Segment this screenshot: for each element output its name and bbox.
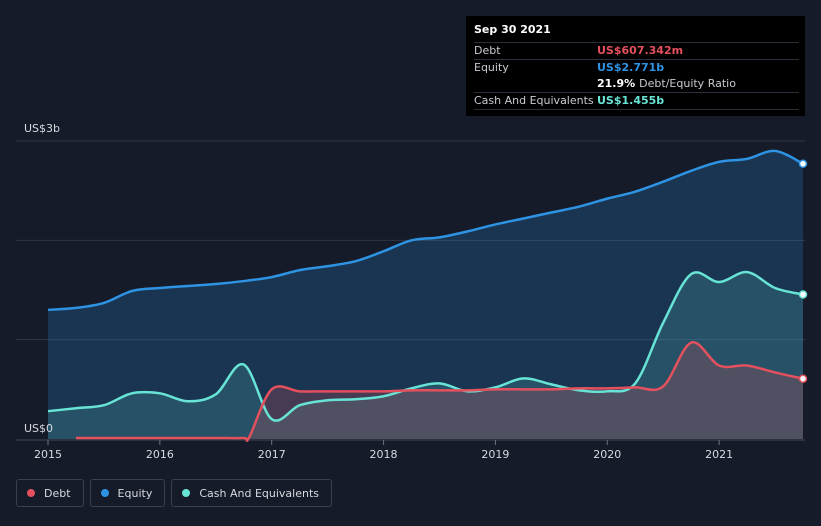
tooltip-cash-value: US$1.455b <box>597 94 665 107</box>
legend-dot-equity <box>100 489 109 497</box>
x-tick-label-2017: 2017 <box>258 448 286 461</box>
legend-label-debt: Debt <box>44 486 71 500</box>
series-areas <box>48 150 804 441</box>
x-axis: 2015 2016 2017 2018 2019 2020 2021 <box>34 440 733 461</box>
debt-line <box>75 341 804 443</box>
tooltip-row-ratio: 21.9% Debt/Equity Ratio <box>474 76 799 93</box>
legend-dot-cash <box>182 489 191 497</box>
tooltip-date: Sep 30 2021 <box>474 23 799 43</box>
grid-lines <box>16 140 805 441</box>
equity-line <box>47 149 804 312</box>
equity-end-marker <box>798 159 808 168</box>
series-end-markers <box>798 159 808 383</box>
legend: Debt Equity Cash And Equivalents <box>16 479 332 507</box>
cash-and-equivalents-area <box>48 272 803 439</box>
x-tick-label-2016: 2016 <box>146 448 174 461</box>
x-tick-label-2020: 2020 <box>593 448 621 461</box>
tooltip-ratio-label: Debt/Equity Ratio <box>639 77 736 90</box>
tooltip-row-debt: Debt US$607.342m <box>474 43 799 60</box>
legend-item-equity[interactable]: Equity <box>89 479 166 507</box>
debt-end-marker <box>798 374 808 383</box>
legend-label-cash: Cash And Equivalents <box>199 486 319 500</box>
tooltip-debt-label: Debt <box>474 44 501 57</box>
tooltip-debt-value: US$607.342m <box>597 44 684 57</box>
legend-dot-debt <box>27 489 35 497</box>
tooltip-ratio-value: 21.9% <box>597 77 636 90</box>
tooltip: Sep 30 2021 Debt US$607.342m Equity US$2… <box>466 16 805 116</box>
tooltip-equity-value: US$2.771b <box>597 61 665 74</box>
cash-and-equivalents-end-marker <box>798 290 808 299</box>
tooltip-row-equity: Equity US$2.771b <box>474 60 799 76</box>
x-tick-label-2018: 2018 <box>370 448 398 461</box>
legend-item-cash[interactable]: Cash And Equivalents <box>171 479 332 507</box>
y-axis-top-label: US$3b <box>24 122 60 135</box>
tooltip-row-cash: Cash And Equivalents US$1.455b <box>474 93 799 110</box>
legend-item-debt[interactable]: Debt <box>16 479 84 507</box>
y-axis-bottom-label: US$0 <box>24 422 53 435</box>
series-lines <box>47 149 804 443</box>
tooltip-equity-label: Equity <box>474 61 509 74</box>
cash-and-equivalents-line <box>47 270 804 422</box>
x-tick-label-2019: 2019 <box>481 448 509 461</box>
legend-label-equity: Equity <box>117 486 153 500</box>
x-tick-label-2021: 2021 <box>705 448 733 461</box>
tooltip-cash-label: Cash And Equivalents <box>474 94 594 107</box>
x-tick-label-2015: 2015 <box>34 448 62 461</box>
